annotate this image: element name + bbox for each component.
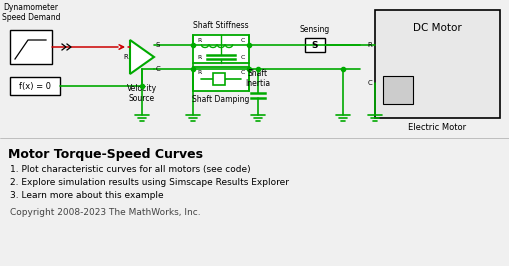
Text: 1. Plot characteristic curves for all motors (see code): 1. Plot characteristic curves for all mo…: [10, 165, 250, 174]
Text: Velocity
Source: Velocity Source: [127, 84, 157, 103]
Bar: [10, 30, 52, 64]
Text: S: S: [156, 42, 160, 48]
Text: 2. Explore simulation results using Simscape Results Explorer: 2. Explore simulation results using Sims…: [10, 178, 289, 187]
Text: Shaft
Inertia: Shaft Inertia: [245, 69, 271, 88]
Text: R: R: [367, 42, 372, 48]
Text: C: C: [241, 55, 245, 60]
Text: C: C: [241, 70, 245, 75]
Text: S: S: [312, 40, 318, 49]
Text: DC Motor: DC Motor: [413, 23, 461, 33]
Bar: [305, 38, 325, 52]
Bar: [213, 73, 225, 85]
Bar: [383, 76, 413, 104]
Text: Shaft Damping: Shaft Damping: [192, 95, 250, 104]
Text: Sensing: Sensing: [300, 25, 330, 34]
Bar: [10, 77, 60, 95]
Polygon shape: [130, 40, 154, 74]
Bar: [375, 10, 500, 118]
Text: C: C: [367, 80, 372, 86]
Text: R: R: [197, 55, 201, 60]
Text: R: R: [197, 38, 201, 43]
Bar: [193, 67, 249, 91]
Text: Copyright 2008-2023 The MathWorks, Inc.: Copyright 2008-2023 The MathWorks, Inc.: [10, 208, 201, 217]
Text: Electric Motor: Electric Motor: [408, 123, 466, 132]
Text: R: R: [123, 54, 128, 60]
Text: Dynamometer
Speed Demand: Dynamometer Speed Demand: [2, 3, 60, 22]
Text: C: C: [156, 66, 161, 72]
Bar: [193, 35, 249, 63]
Text: C: C: [241, 38, 245, 43]
Text: Motor Torque-Speed Curves: Motor Torque-Speed Curves: [8, 148, 203, 161]
Text: Shaft Stiffness: Shaft Stiffness: [193, 21, 249, 30]
Text: f(x) = 0: f(x) = 0: [19, 81, 51, 90]
Text: 3. Learn more about this example: 3. Learn more about this example: [10, 191, 163, 200]
Text: R: R: [197, 70, 201, 75]
